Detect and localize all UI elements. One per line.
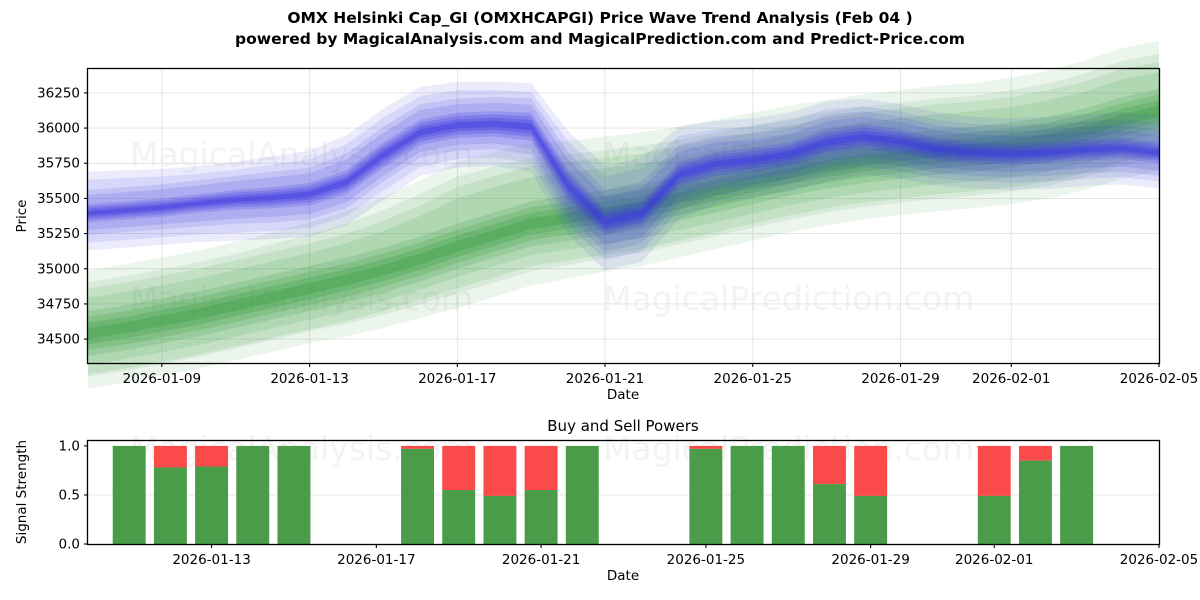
price-x-tick-label: 2026-02-01: [972, 371, 1050, 387]
bar-y-tick-label: 0.0: [59, 537, 80, 553]
buy-power-bar: [277, 445, 311, 544]
sell-power-bar: [195, 445, 229, 467]
buy-power-bar: [812, 484, 846, 544]
price-x-axis: 2026-01-09 2026-01-13 2026-01-17 2026-01-21…: [123, 363, 1198, 387]
bar-y-tick-label: 1.0: [59, 438, 80, 454]
buy-power-bar: [730, 445, 764, 544]
sell-power-bar: [689, 445, 723, 449]
watermark-top-right: MagicalPrediction.com: [603, 135, 974, 174]
price-y-tick-label: 35000: [37, 261, 80, 277]
price-x-tick-label: 2026-01-17: [418, 371, 496, 387]
watermark-mid-right: MagicalPrediction.com: [603, 279, 974, 318]
price-y-tick-label: 36250: [37, 85, 80, 101]
sell-power-bar: [442, 445, 476, 491]
price-x-tick-label: 2026-01-29: [861, 371, 939, 387]
price-y-tick-label: 35500: [37, 191, 80, 207]
buy-power-bar: [524, 490, 558, 544]
title-line-2: powered by MagicalAnalysis.com and Magic…: [235, 30, 965, 48]
price-watermark-layer: MagicalAnalysis.com MagicalPrediction.co…: [130, 135, 974, 318]
bar-x-tick-label: 2026-01-17: [337, 552, 415, 568]
buy-power-bar: [1060, 445, 1094, 544]
buy-power-bar: [483, 495, 517, 544]
buy-power-bar: [442, 490, 476, 544]
title-line-1: OMX Helsinki Cap_GI (OMXHCAPGI) Price Wa…: [287, 9, 913, 27]
price-y-tick-label: 36000: [37, 121, 80, 137]
bar-x-axis-title: Date: [607, 568, 639, 584]
price-y-axis-title: Price: [14, 200, 30, 233]
green-wave-band-group: [88, 40, 1159, 389]
price-y-tick-label: 35750: [37, 156, 80, 172]
buy-power-bar: [1018, 460, 1052, 544]
buy-sell-powers-chart: Buy and Sell Powers MagicalAnalysis.com …: [14, 417, 1198, 584]
bar-x-tick-label: 2026-02-05: [1120, 552, 1198, 568]
sell-power-bar: [977, 445, 1011, 496]
price-x-tick-label: 2026-01-21: [566, 371, 644, 387]
sell-power-bar: [153, 445, 187, 468]
blue-wave-band-group: [88, 81, 1159, 271]
bar-y-axis: 0.0 0.5 1.0: [59, 438, 88, 553]
price-x-tick-label: 2026-01-25: [714, 371, 792, 387]
price-x-tick-label: 2026-01-09: [123, 371, 201, 387]
price-band-layer: [88, 40, 1159, 389]
price-x-tick-label: 2026-01-13: [270, 371, 348, 387]
buy-power-bar: [977, 495, 1011, 544]
price-y-tick-label: 34500: [37, 332, 80, 348]
sell-power-bar: [812, 445, 846, 485]
bar-x-tick-label: 2026-01-29: [831, 552, 909, 568]
bar-x-tick-label: 2026-01-21: [502, 552, 580, 568]
sell-power-bar: [1018, 445, 1052, 461]
buy-power-bar: [771, 445, 805, 544]
buy-power-bar: [112, 445, 146, 544]
watermark-mid-left: MagicalAnalysis.com: [130, 279, 473, 318]
price-x-tick-label: 2026-02-05: [1120, 371, 1198, 387]
buy-power-bar: [854, 495, 888, 544]
bar-x-axis: 2026-01-13 2026-01-17 2026-01-21 2026-01-25…: [172, 544, 1198, 568]
page-title: OMX Helsinki Cap_GI (OMXHCAPGI) Price Wa…: [0, 8, 1200, 50]
bar-y-axis-title: Signal Strength: [14, 440, 30, 544]
price-wave-chart: MagicalAnalysis.com MagicalPrediction.co…: [14, 40, 1198, 403]
buy-power-bar: [401, 448, 435, 544]
sell-power-bar: [524, 445, 558, 491]
watermark-top-left: MagicalAnalysis.com: [130, 135, 473, 174]
buy-power-bar: [236, 445, 270, 544]
sell-power-bar: [401, 445, 435, 449]
bar-layer: [112, 445, 1094, 544]
price-y-axis: 34500 34750 35000 35250 35500 35750 36000 36250: [37, 85, 88, 348]
buy-power-bar: [195, 466, 229, 544]
sell-power-bar: [854, 445, 888, 496]
bar-x-tick-label: 2026-01-25: [667, 552, 745, 568]
bar-plot-border: [86, 439, 1161, 546]
buy-power-bar: [565, 445, 599, 544]
price-y-tick-label: 34750: [37, 296, 80, 312]
bar-x-tick-label: 2026-02-01: [955, 552, 1033, 568]
price-gridlines: [88, 69, 1160, 363]
bar-chart-title: Buy and Sell Powers: [547, 417, 699, 435]
bar-x-tick-label: 2026-01-13: [172, 552, 250, 568]
price-y-tick-label: 35250: [37, 226, 80, 242]
sell-power-bar: [483, 445, 517, 496]
bar-y-tick-label: 0.5: [59, 487, 80, 503]
price-plot-border: [86, 67, 1161, 365]
buy-power-bar: [689, 448, 723, 544]
buy-power-bar: [153, 467, 187, 544]
price-x-axis-title: Date: [607, 387, 639, 403]
